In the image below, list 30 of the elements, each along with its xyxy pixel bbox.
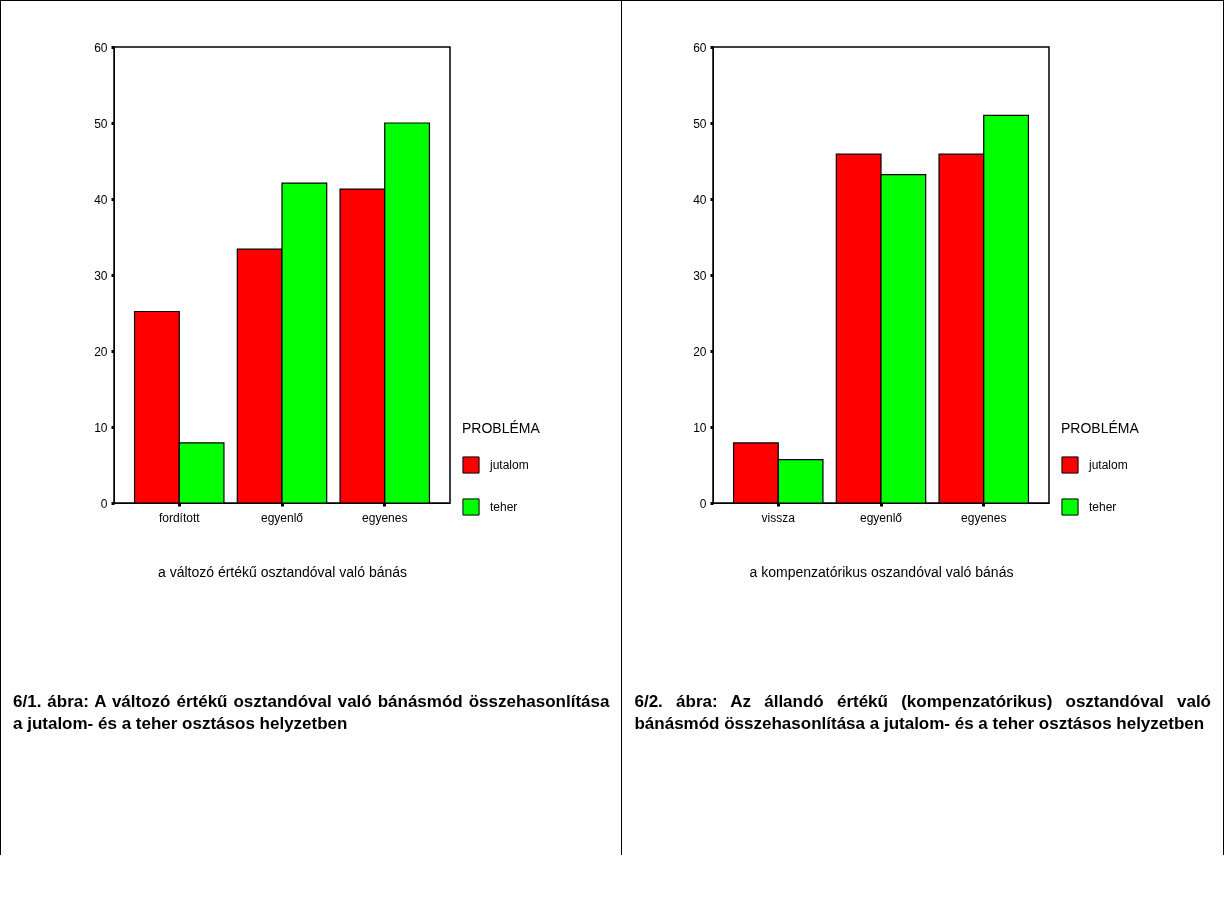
y-tick-label: 60 [693,40,708,55]
y-tick-label: 10 [94,420,108,435]
legend-label: teher [1089,500,1117,514]
x-tick-label: egyenes [961,510,1007,525]
y-tick-label: 20 [94,344,108,359]
x-tick-label: vissza [762,510,796,525]
y-tick-label: 20 [693,344,708,359]
y-tick-label: 10 [693,420,708,435]
x-axis-title: a kompenzatórikus oszandóval való bánás [750,563,1014,580]
legend-title: PROBLÉMA [462,420,541,436]
x-tick-label: egyenes [362,510,408,525]
legend-label: teher [490,500,518,514]
x-tick-label: egyenlő [260,510,304,525]
y-tick-label: 60 [94,40,108,55]
x-tick-label: egyenlő [860,510,903,525]
y-tick-label: 30 [94,268,108,283]
y-tick-label: 30 [693,268,708,283]
y-tick-label: 0 [700,496,708,511]
legend-label: jutalom [489,458,529,472]
legend-label: jutalom [1088,458,1129,472]
x-axis-title: a változó értékű osztandóval való bánás [157,563,408,580]
legend-title: PROBLÉMA [1061,420,1140,436]
y-tick-label: 40 [693,192,708,207]
text: 6/2. ábra: Az állandó értékű (kompenzatórikus) osztandóval való bánásmód összehasonlítása a jutalom- és a teher osztásos helyzetben [634,691,1211,735]
text: 6/1. ábra: A változó értékű osztandóval való bánásmód összehasonlítása a jutalom- és a teher osztásos helyzetben [13,691,610,735]
y-tick-label: 50 [94,116,108,131]
y-tick-label: 0 [100,496,108,511]
y-tick-label: 40 [94,192,108,207]
y-tick-label: 50 [693,116,708,131]
x-tick-label: fordított [158,510,201,525]
